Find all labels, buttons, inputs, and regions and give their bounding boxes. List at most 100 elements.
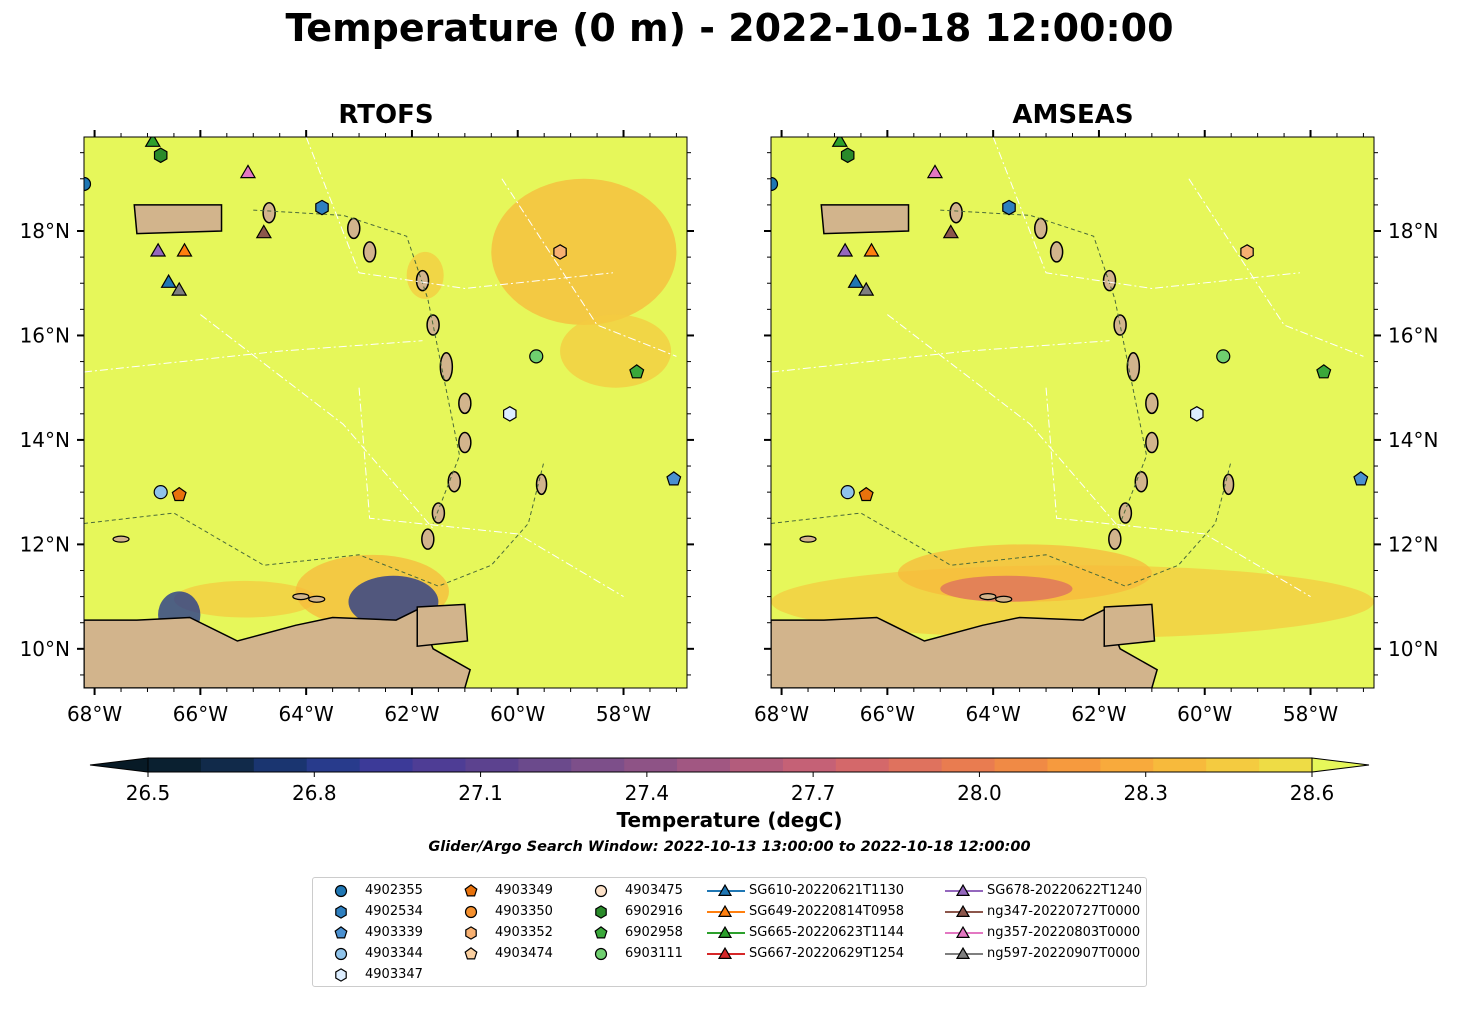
- eez-boundary: [1188, 178, 1364, 357]
- eez-boundary: [358, 387, 624, 598]
- antilles-island: [1145, 431, 1159, 454]
- map-marker-6903111: [1216, 349, 1231, 364]
- colorbar-tick-label: 27.4: [625, 781, 670, 805]
- colorbar-segment: [306, 758, 361, 772]
- legend-marker: [717, 904, 733, 917]
- y-tick-label: 12°N: [1388, 532, 1438, 556]
- antilles-island: [439, 352, 454, 382]
- colorbar-segment: [1153, 758, 1207, 772]
- legend-marker: [334, 926, 348, 939]
- map-marker-6902916: [153, 147, 168, 164]
- warm-temperature-patch: [173, 580, 317, 618]
- warm-temperature-patch: [491, 178, 677, 326]
- colorbar-under-arrow: [89, 757, 149, 773]
- x-tick-label: 66°W: [860, 702, 915, 726]
- colorbar-segment: [1206, 758, 1260, 772]
- antilles-island: [447, 470, 462, 493]
- legend-marker: [334, 884, 348, 898]
- map-marker-6902958: [1316, 364, 1332, 379]
- antilles-island: [1113, 314, 1127, 336]
- legend-marker: [595, 905, 607, 919]
- map-marker-ng347-20220727T0000: [942, 224, 959, 239]
- legend-marker: [334, 947, 348, 961]
- antilles-island: [458, 431, 472, 454]
- antilles-island: [1126, 352, 1141, 382]
- legend-marker: [955, 883, 971, 896]
- map-marker-6902916: [840, 147, 855, 164]
- trinidad-land: [1103, 603, 1156, 648]
- cool-temperature-patch: [940, 575, 1073, 602]
- colorbar-segment: [571, 758, 625, 772]
- colorbar-segment: [941, 758, 996, 772]
- chart-title: Temperature (0 m) - 2022-10-18 12:00:00: [285, 6, 1174, 50]
- colorbar-tick-label: 26.5: [126, 781, 171, 805]
- colorbar-over-arrow: [1311, 757, 1370, 773]
- eez-boundary: [200, 314, 434, 530]
- map-marker-SG649-20220814T0958: [863, 242, 880, 257]
- legend-marker: [464, 947, 478, 960]
- map-marker-4902534: [1002, 199, 1016, 216]
- legend-label: ng347-20220727T0000: [987, 904, 1141, 919]
- legend-label: 4903347: [365, 967, 423, 982]
- colorbar-segment: [1047, 758, 1101, 772]
- map-marker-SG678-20220622T1240: [149, 242, 167, 257]
- map-marker-6902958: [629, 364, 645, 379]
- map-marker-SG665-20220623T1144: [144, 137, 161, 147]
- map-marker-4903347: [1189, 406, 1204, 422]
- colorbar-segment: [359, 758, 414, 772]
- legend: 4902355 4902534 4903339 4903344 4903347 49033…: [312, 877, 1147, 987]
- map-marker-4903339: [1353, 471, 1369, 486]
- legend-label: 6902958: [625, 925, 683, 940]
- x-tick-label: 62°W: [1071, 702, 1126, 726]
- colorbar-segment: [412, 758, 466, 772]
- colorbar-segment: [677, 758, 731, 772]
- map-marker-ng347-20220727T0000: [255, 224, 272, 239]
- colorbar: 26.5 26.8 27.1 27.4 27.7 28.0 28.3 28.6: [89, 757, 1370, 805]
- colorbar-segment: [888, 758, 943, 772]
- legend-label: 6903111: [625, 946, 683, 961]
- x-tick-label: 68°W: [67, 702, 122, 726]
- colorbar-segment: [835, 758, 890, 772]
- x-tick-label: 60°W: [1177, 702, 1232, 726]
- legend-label: SG610-20220621T1130: [749, 883, 905, 898]
- map-marker-4902534: [315, 199, 329, 216]
- x-tick-label: 64°W: [966, 702, 1021, 726]
- antilles-island: [421, 528, 435, 550]
- map-marker-4902355: [771, 176, 779, 192]
- map-marker-ng597-20220907T0000: [858, 281, 875, 296]
- antilles-island: [362, 241, 377, 263]
- map-marker-ng357-20220803T0000: [239, 164, 257, 179]
- y-tick-label: 16°N: [1388, 323, 1438, 347]
- legend-label: 4902355: [365, 883, 423, 898]
- map-marker-4903344: [153, 485, 168, 500]
- legend-marker: [594, 947, 608, 961]
- antilles-island: [262, 201, 276, 224]
- legend-label: SG678-20220622T1240: [987, 883, 1143, 898]
- colorbar-segment: [465, 758, 519, 772]
- antilles-island: [1049, 241, 1064, 263]
- colorbar-tick-label: 26.8: [292, 781, 337, 805]
- y-tick-label: 14°N: [20, 428, 70, 452]
- x-tick-label: 62°W: [384, 702, 439, 726]
- colorbar-segment: [518, 758, 572, 772]
- coastal-island: [292, 593, 310, 601]
- map-marker-4903352: [1240, 244, 1254, 260]
- colorbar-tick-label: 27.1: [458, 781, 503, 805]
- legend-label: 4903339: [365, 925, 423, 940]
- antilles-island: [949, 201, 963, 224]
- map-amseas: 68°W 66°W 64°W 62°W 60°W 58°W 18°N 16°N 14°N 12°N…: [754, 130, 1438, 726]
- colorbar-tick-label: 28.0: [957, 781, 1002, 805]
- colorbar-segment: [1100, 758, 1154, 772]
- antilles-island: [426, 314, 440, 336]
- colorbar-segment: [200, 758, 255, 772]
- colorbar-tick-label: 28.3: [1123, 781, 1168, 805]
- search-window-text: Glider/Argo Search Window: 2022-10-13 13…: [428, 839, 1031, 855]
- legend-label: SG649-20220814T0958: [749, 904, 905, 919]
- panel-title-rtofs: RTOFS: [338, 100, 434, 130]
- legend-marker: [335, 905, 347, 919]
- x-tick-label: 68°W: [754, 702, 809, 726]
- eez-boundary: [992, 137, 1300, 289]
- eez-boundary: [771, 340, 1110, 373]
- legend-label: 4902534: [365, 904, 423, 919]
- eez-boundary: [305, 137, 613, 289]
